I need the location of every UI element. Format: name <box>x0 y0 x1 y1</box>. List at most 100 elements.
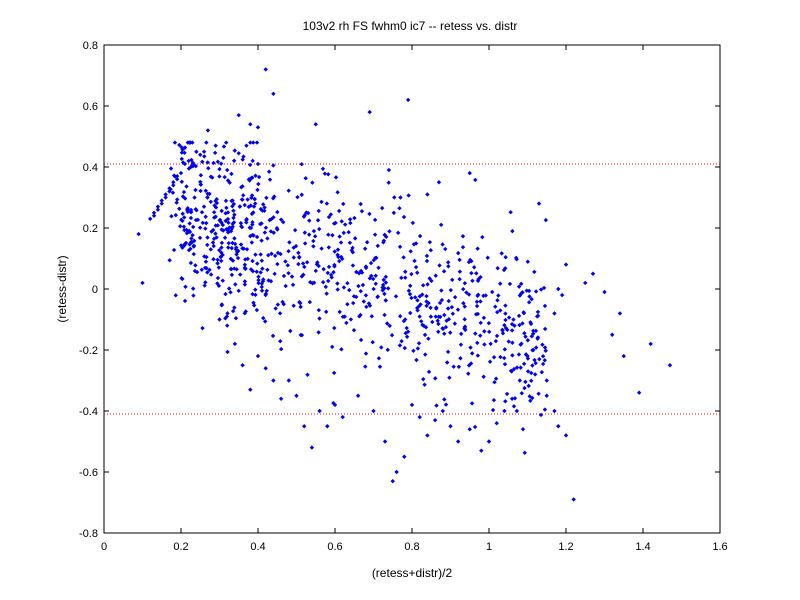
data-point <box>319 199 324 205</box>
data-point <box>495 266 500 271</box>
data-point <box>523 352 529 357</box>
data-point <box>242 279 248 284</box>
data-point <box>273 306 278 311</box>
data-point <box>177 206 182 211</box>
data-point <box>189 236 194 241</box>
data-point <box>352 236 358 241</box>
data-point <box>192 238 197 243</box>
data-point <box>198 188 203 194</box>
data-point <box>184 184 189 189</box>
data-point <box>243 257 248 262</box>
data-point <box>399 275 404 281</box>
data-point <box>191 244 196 249</box>
data-point <box>516 284 522 289</box>
data-point <box>319 246 324 251</box>
data-point <box>169 214 174 219</box>
data-point <box>386 180 391 185</box>
data-point <box>425 433 430 438</box>
data-point <box>237 204 243 209</box>
data-point <box>342 314 347 319</box>
data-point <box>385 347 390 353</box>
data-point <box>248 387 253 392</box>
data-point <box>193 187 198 193</box>
data-point <box>473 177 478 183</box>
data-point <box>223 291 228 297</box>
data-point <box>415 298 420 303</box>
data-point <box>537 356 542 362</box>
data-point <box>417 314 422 319</box>
data-point <box>478 274 483 280</box>
data-point <box>525 369 531 374</box>
data-point <box>521 311 527 316</box>
data-point <box>225 349 230 355</box>
data-point <box>262 208 267 213</box>
data-point <box>182 215 187 220</box>
data-point <box>213 198 218 204</box>
data-point <box>528 321 534 327</box>
data-point <box>351 300 356 306</box>
data-point <box>250 219 255 225</box>
data-point <box>324 201 330 206</box>
data-point <box>180 194 186 199</box>
data-point <box>226 245 231 250</box>
data-point <box>256 280 261 286</box>
data-point <box>202 154 207 159</box>
data-point <box>270 333 276 339</box>
data-point <box>424 253 430 259</box>
data-point <box>460 244 466 250</box>
data-point <box>538 287 544 292</box>
data-point <box>201 204 207 209</box>
data-point <box>526 383 531 389</box>
data-point <box>413 264 419 270</box>
data-point <box>337 234 342 239</box>
data-point <box>350 250 356 255</box>
data-point <box>481 374 486 379</box>
y-tick-label: -0.8 <box>79 528 98 540</box>
data-point <box>462 281 468 286</box>
data-point <box>296 250 301 256</box>
data-point <box>223 198 229 204</box>
data-point <box>215 261 220 266</box>
data-point <box>508 368 514 374</box>
data-point <box>415 346 421 351</box>
data-point <box>381 238 387 243</box>
data-point <box>324 291 329 296</box>
data-point <box>250 222 255 227</box>
data-point <box>219 302 225 307</box>
data-point <box>216 265 222 270</box>
data-point <box>253 252 258 257</box>
data-point <box>192 163 198 168</box>
data-point <box>448 424 453 429</box>
data-point <box>462 326 467 331</box>
data-point <box>219 227 224 232</box>
data-point <box>249 240 255 245</box>
data-point <box>306 232 312 237</box>
data-point <box>360 282 366 288</box>
data-point <box>433 273 438 278</box>
data-point <box>335 247 341 252</box>
data-point <box>467 170 472 176</box>
data-point <box>590 271 596 276</box>
data-point <box>230 204 235 209</box>
data-point <box>202 254 207 259</box>
data-point <box>251 140 256 145</box>
data-point <box>522 385 527 391</box>
data-point <box>203 259 209 264</box>
data-point <box>504 391 510 397</box>
data-point <box>183 284 188 289</box>
data-point <box>488 341 493 347</box>
data-point <box>525 356 531 361</box>
data-point <box>272 253 278 259</box>
data-point <box>248 233 253 239</box>
data-point <box>202 283 207 288</box>
data-point <box>444 360 450 365</box>
data-point <box>382 232 387 238</box>
data-point <box>200 159 205 164</box>
data-point <box>363 351 369 356</box>
data-point <box>469 270 474 276</box>
data-point <box>490 289 495 295</box>
data-point <box>254 269 259 274</box>
data-point <box>316 330 321 335</box>
data-point <box>255 125 261 130</box>
data-point <box>347 240 353 246</box>
